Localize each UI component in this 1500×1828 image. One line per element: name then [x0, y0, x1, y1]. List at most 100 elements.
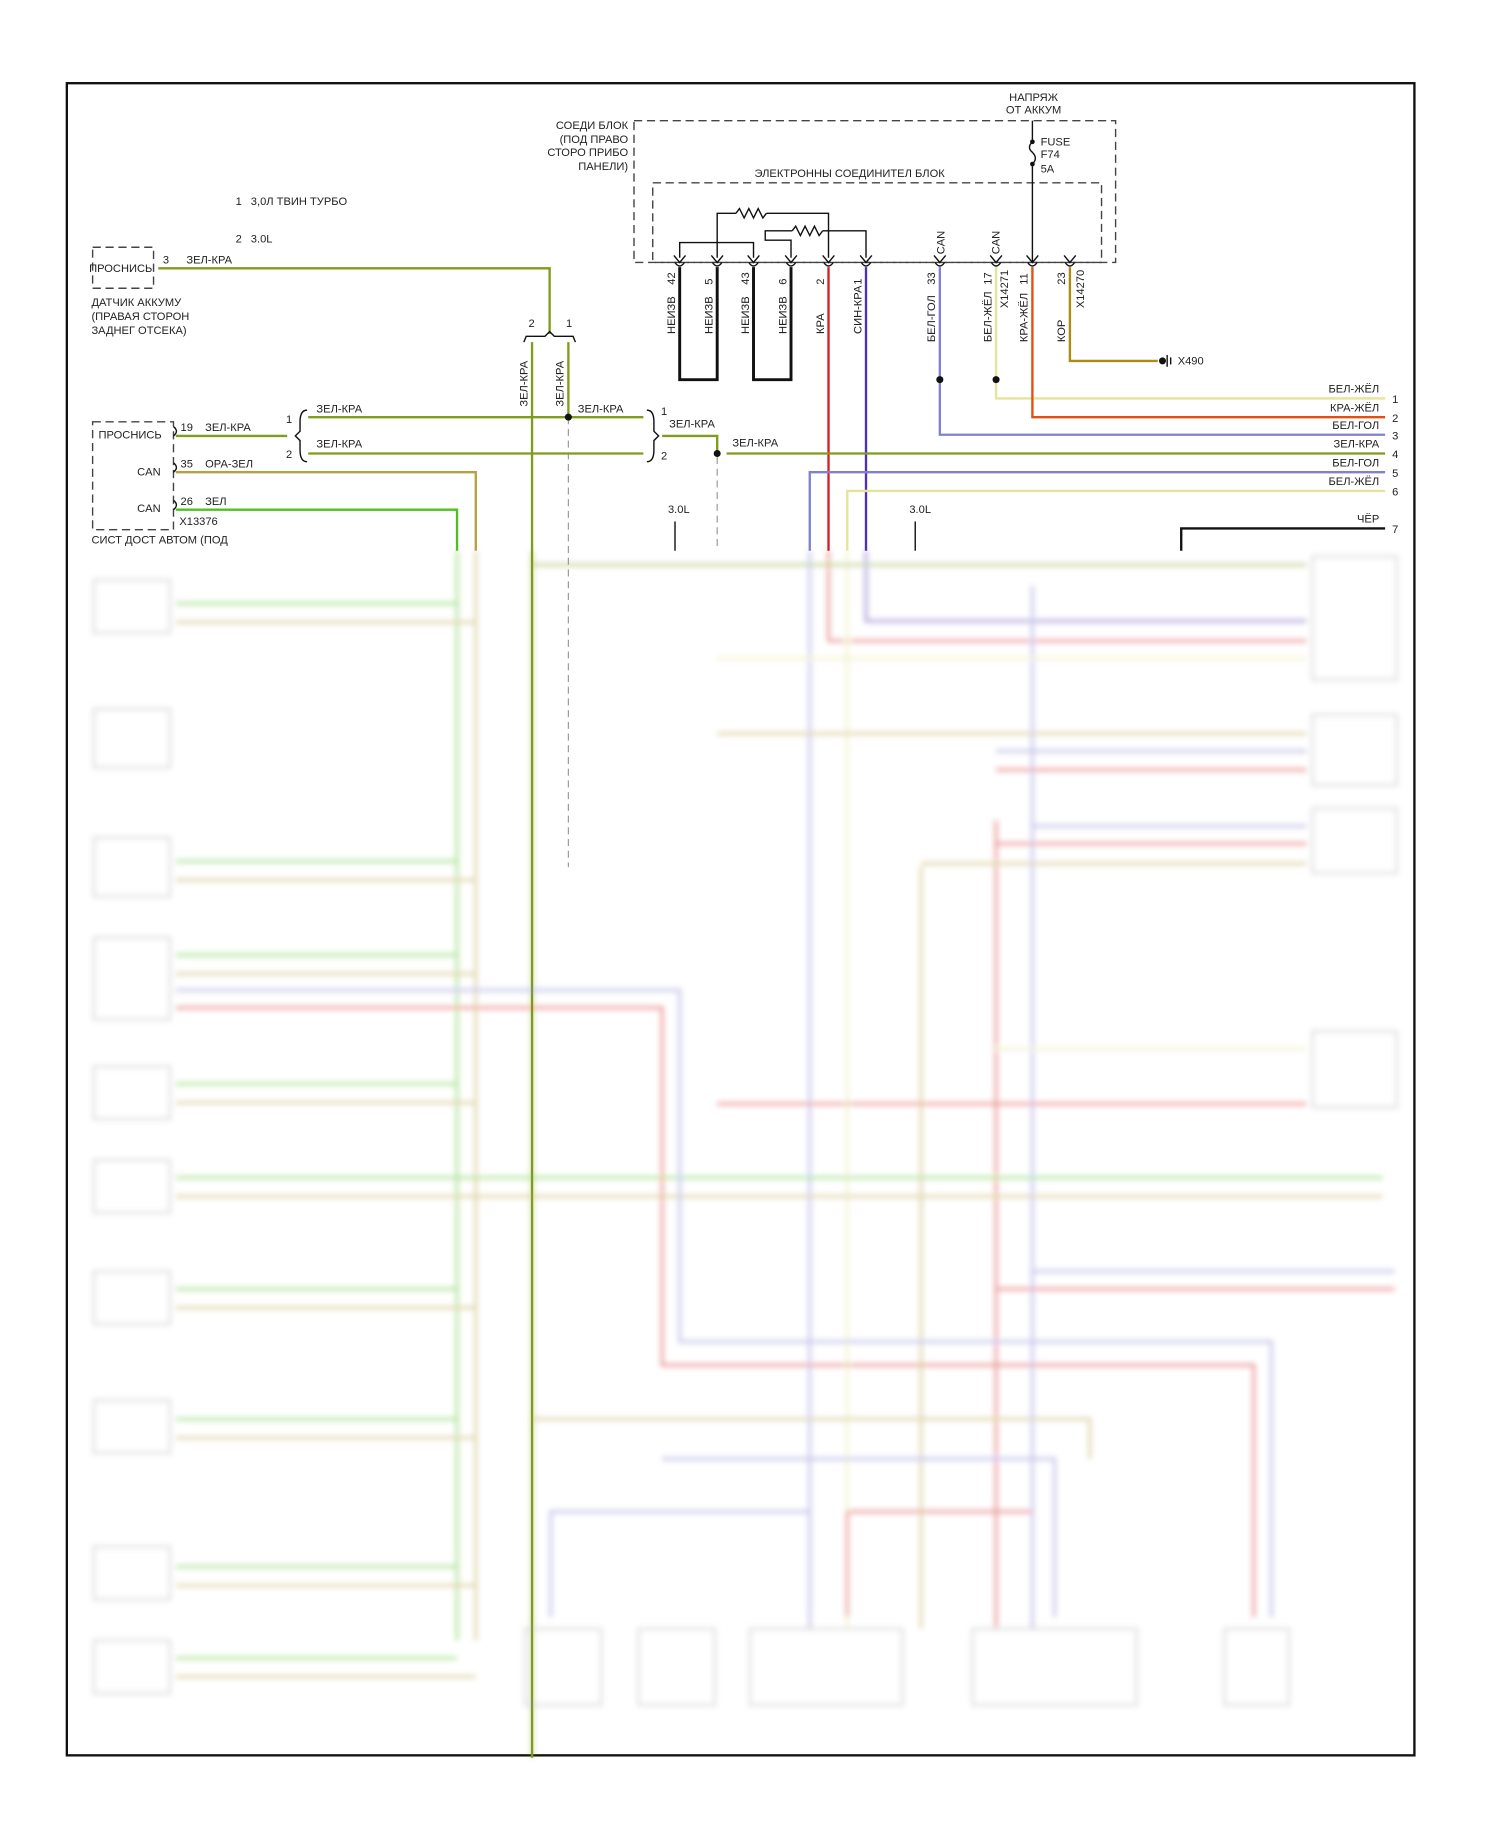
pin-number: 43: [740, 272, 752, 284]
output-wire-label: ЧЁР: [1357, 514, 1379, 526]
pin-number: 1: [852, 279, 864, 285]
output-wire-label: БЕЛ-ЖЁЛ: [1329, 476, 1380, 488]
pin-terminal-icon: [822, 255, 835, 267]
splice-pin: 2: [529, 318, 535, 330]
note-number: 1: [236, 196, 242, 208]
can-label: CAN: [991, 231, 1003, 254]
pin-terminal-icon: [933, 255, 947, 267]
note-text: 3.0L: [251, 234, 273, 246]
wire-cher: [1180, 527, 1386, 551]
pin-terminal-icon: [784, 255, 798, 267]
pin-terminal-icon: [1026, 255, 1039, 267]
right-outputs: БЕЛ-ЖЁЛ 1 КРА-ЖЁЛ 2 БЕЛ-ГОЛ 3 ЗЕЛ-КРА 4 БЕЛ-ГОЛ 5…: [1329, 384, 1399, 537]
svg-text:FUSE: FUSE: [1041, 136, 1071, 148]
wire-zel-kra: [662, 434, 719, 454]
output-number: 4: [1392, 449, 1398, 461]
wire-label: ЗЕЛ: [205, 496, 226, 508]
wire-bel-gol: [938, 267, 1386, 436]
pin-terminal-icon: [1063, 255, 1077, 267]
pin-number: 26: [181, 496, 193, 508]
svg-text:5A: 5A: [1041, 163, 1055, 175]
wire-label: НЕИЗВ: [777, 296, 789, 334]
ground-icon: [1158, 355, 1172, 367]
variant-label: 3.0L: [909, 504, 931, 516]
electronic-block-label: ЭЛЕКТРОННЫ СОЕДИНИТЕЛ БЛОК: [754, 168, 945, 180]
output-wire-label: КРА-ЖЁЛ: [1330, 402, 1379, 414]
voltage-label: ОТ АККУМ: [1006, 105, 1061, 117]
resistor-network: [678, 207, 867, 258]
module-outline: [91, 421, 175, 531]
splice-pin: 1: [566, 318, 572, 330]
output-number: 5: [1392, 468, 1398, 480]
splice-dot: [992, 376, 1000, 384]
module-label: CAN: [137, 467, 161, 479]
svg-text:ПАНЕЛИ): ПАНЕЛИ): [578, 161, 628, 173]
pin-number: 35: [181, 459, 193, 471]
bracket-pin: 2: [286, 449, 292, 461]
wire-label: КОР: [1056, 320, 1068, 342]
connector-id: X14270: [1075, 270, 1087, 308]
wire-ora-zel: [175, 471, 477, 551]
wire-label: ЗЕЛ-КРА: [186, 255, 232, 267]
blurred-diagram-section: [92, 550, 1398, 1758]
wire-label: ЗЕЛ-КРА: [518, 360, 530, 406]
pin-number: 6: [777, 279, 789, 285]
wire-kor: [1068, 267, 1158, 363]
splice-bracket: [523, 330, 577, 343]
pin-number: 3: [163, 255, 169, 267]
wire-bel-gol: [808, 471, 1386, 551]
pin-number: 33: [926, 272, 938, 284]
resistor-icon: [791, 224, 824, 238]
splice-dot: [713, 449, 721, 457]
sensor-name: ПРОСНИСЬ: [89, 263, 152, 275]
wire-label: ЗЕЛ-КРА: [732, 437, 778, 449]
wire-label: НЕИЗВ: [704, 296, 716, 334]
pin-number: 17: [982, 272, 994, 284]
sensor-caption: ДАТЧИК АККУМУ (ПРАВАЯ СТОРОН ЗАДНЕГ ОТСЕ…: [91, 297, 189, 337]
pin-bracket: [173, 425, 178, 511]
pin-terminal-icon: [747, 255, 760, 267]
pin-terminal-icon: [859, 255, 873, 267]
note-number: 2: [236, 234, 242, 246]
wire-label: ЗЕЛ-КРА: [316, 439, 362, 451]
bracket-pin: 1: [661, 406, 667, 418]
output-number: 1: [1392, 394, 1398, 406]
pin-number: 42: [666, 272, 678, 284]
pin-terminal-icon: [710, 255, 724, 267]
output-wire-label: ЗЕЛ-КРА: [1334, 439, 1380, 451]
pin-number: 5: [704, 279, 716, 285]
bracket-pin: 2: [661, 450, 667, 462]
svg-text:СТОРО ПРИБО: СТОРО ПРИБО: [547, 147, 628, 159]
junction-block-label: СОЕДИ БЛОК (ПОД ПРАВО СТОРО ПРИБО ПАНЕЛИ…: [547, 120, 628, 173]
svg-text:СОЕДИ БЛОК: СОЕДИ БЛОК: [556, 120, 629, 132]
wire-label: НЕИЗВ: [740, 296, 752, 334]
jumper-loop: [678, 267, 719, 382]
svg-text:(ПРАВАЯ СТОРОН: (ПРАВАЯ СТОРОН: [91, 311, 189, 323]
wire-label: ЗЕЛ-КРА: [555, 360, 567, 406]
voltage-label: НАПРЯЖ: [1009, 92, 1059, 104]
pin-terminal-icon: [989, 255, 1003, 267]
output-wire-label: БЕЛ-ГОЛ: [1332, 457, 1379, 469]
note-text: 3,0Л ТВИН ТУРБО: [251, 196, 348, 208]
wire-bel-zhel: [846, 489, 1386, 551]
can-label: CAN: [936, 231, 948, 254]
sensor-outline: [91, 246, 155, 289]
module-label: ПРОСНИСЬ: [98, 429, 161, 441]
wire-label: КРА-ЖЁЛ: [1019, 293, 1031, 342]
wire-label: КРА: [815, 313, 827, 334]
svg-text:(ПОД ПРАВО: (ПОД ПРАВО: [560, 134, 629, 146]
wire-label: СИН-КРА: [852, 285, 864, 334]
diagram-border: [65, 82, 1416, 1757]
wire-label: ЗЕЛ-КРА: [578, 403, 624, 415]
output-number: 2: [1392, 413, 1398, 425]
pin-terminal-icon: [673, 255, 687, 267]
connector-id: X14271: [999, 270, 1011, 308]
wire-label: НЕИЗВ: [666, 296, 678, 334]
wire-label: ОРА-ЗЕЛ: [205, 459, 253, 471]
module-caption: СИСТ ДОСТ АВТОМ (ПОД: [91, 535, 228, 547]
wire-zel: [175, 508, 459, 551]
resistor-icon: [735, 207, 767, 220]
svg-text:ЗАДНЕГ ОТСЕКА): ЗАДНЕГ ОТСЕКА): [91, 325, 186, 337]
